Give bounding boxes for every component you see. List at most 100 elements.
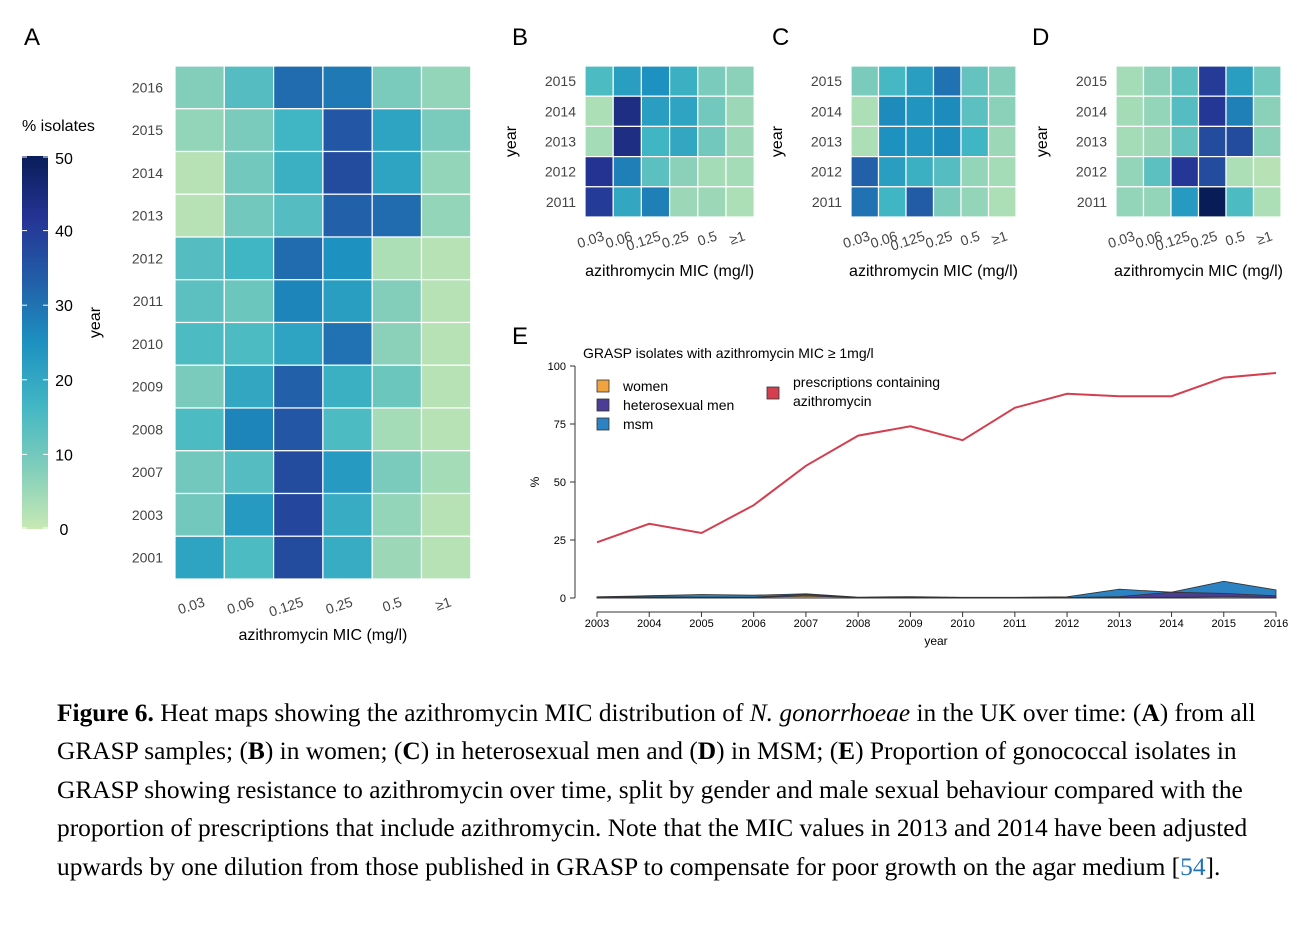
legend-label: heterosexual men <box>623 397 734 413</box>
heatmap-cell <box>1197 95 1227 127</box>
panel-e-legend: women heterosexual men msm prescriptions co… <box>596 374 940 432</box>
x-tick-label: 2016 <box>1264 618 1288 630</box>
heatmap-cell <box>1142 186 1172 218</box>
x-tick-label: 0.25 <box>324 594 355 618</box>
heatmap-cell <box>987 156 1017 188</box>
y-tick-label: 2014 <box>1076 103 1107 119</box>
heatmap-cell <box>1197 156 1227 188</box>
area-msm <box>596 580 1277 599</box>
caption-text-5: ) in heterosexual men and ( <box>420 737 698 766</box>
x-tick-label: ≥1 <box>433 594 453 614</box>
heatmap-cell <box>273 193 324 238</box>
heatmap-cell <box>987 95 1017 127</box>
caption-reference-link[interactable]: 54 <box>1180 852 1206 881</box>
heatmap-cell <box>174 450 225 495</box>
y-axis-label: year <box>87 306 104 338</box>
heatmap-cell <box>420 108 472 153</box>
heatmap-cell <box>1225 95 1255 127</box>
panel-e-ylabel: % <box>528 476 542 487</box>
heatmap-cell <box>1170 156 1200 188</box>
heatmap-cell <box>877 186 907 218</box>
x-tick-label: 0.5 <box>1223 228 1247 249</box>
x-tick-label: 2003 <box>585 618 609 630</box>
x-tick-label: ≥1 <box>990 228 1010 248</box>
heatmap-cell <box>371 364 423 409</box>
heatmap-cell <box>905 95 935 127</box>
heatmap-cell <box>322 236 373 281</box>
heatmap-cell <box>322 65 373 110</box>
heatmap-cell <box>725 156 755 188</box>
heatmap-cell <box>640 186 671 218</box>
y-tick-label: 2016 <box>132 79 163 95</box>
heatmap-cell <box>584 125 614 158</box>
y-tick-label: 0 <box>560 593 566 605</box>
y-tick-label: 2014 <box>132 165 163 181</box>
heatmap-cell <box>850 65 880 97</box>
heatmap-cell <box>322 492 373 537</box>
heatmap-cell <box>1142 156 1172 188</box>
heatmap-cell <box>174 407 225 452</box>
panel-letter-c: C <box>772 24 789 51</box>
heatmap-cell <box>1252 186 1282 218</box>
colorbar: % isolates 0 10 20 30 40 50 <box>22 118 95 539</box>
legend-label: azithromycin <box>793 393 872 409</box>
caption-panel-c: C <box>402 737 421 766</box>
heatmap-cell <box>420 364 472 409</box>
heatmap-cell <box>273 364 324 409</box>
heatmap-cell <box>174 236 225 281</box>
heatmap-cell <box>697 156 727 188</box>
heatmap-cell <box>1142 95 1172 127</box>
legend-swatch <box>596 379 610 393</box>
x-tick-label: 2004 <box>637 618 661 630</box>
y-axis-label: year <box>503 125 520 157</box>
heatmap-cell <box>612 65 643 97</box>
x-tick-label: 0.25 <box>660 228 691 252</box>
heatmap-cell <box>420 450 472 495</box>
colorbar-tick-label: 50 <box>55 151 73 168</box>
heatmap-cell <box>371 193 423 238</box>
heatmap-cell <box>850 186 880 218</box>
y-axis-label: year <box>1034 125 1051 157</box>
x-tick-label: 2015 <box>1212 618 1236 630</box>
heatmap-cell <box>668 156 699 188</box>
heatmap-cell <box>223 492 275 537</box>
heatmap-cell <box>725 125 755 158</box>
x-tick-label: 2008 <box>846 618 870 630</box>
panel-letter-d: D <box>1032 24 1049 51</box>
caption-text-7: ) Proportion of gonococcal isolates in G… <box>57 737 1248 881</box>
y-tick-label: 2009 <box>132 379 163 395</box>
y-tick-label: 2012 <box>132 250 163 266</box>
heatmap-cell <box>371 279 423 324</box>
x-tick-label: 2014 <box>1159 618 1183 630</box>
heatmap-cell <box>987 125 1017 158</box>
figure-caption: Figure 6. Heat maps showing the azithrom… <box>57 694 1272 886</box>
heatmap-cell <box>273 321 324 366</box>
caption-panel-d: D <box>697 737 717 766</box>
heatmap-cell <box>371 150 423 195</box>
heatmap-cell <box>960 156 990 188</box>
heatmap-cell <box>371 492 423 537</box>
y-tick-label: 2010 <box>132 336 163 352</box>
heatmap-cell <box>1115 95 1145 127</box>
y-tick-label: 2001 <box>132 550 163 566</box>
heatmap-cell <box>987 186 1017 218</box>
heatmap-cell <box>371 407 423 452</box>
heatmap-cell <box>697 186 727 218</box>
x-axis-label: azithromycin MIC (mg/l) <box>238 627 407 644</box>
heatmap-cell <box>420 535 472 580</box>
caption-panel-a: A <box>1141 699 1160 727</box>
heatmap-cell <box>174 108 225 153</box>
heatmap-cell <box>273 108 324 153</box>
heatmap-cell <box>420 407 472 452</box>
heatmap-cell <box>1170 125 1200 158</box>
heatmap-cell <box>668 125 699 158</box>
heatmap-cell <box>322 364 373 409</box>
heatmap-cell <box>1115 186 1145 218</box>
x-tick-label: 2010 <box>950 618 974 630</box>
heatmap-cell <box>273 65 324 110</box>
x-axis-label: azithromycin MIC (mg/l) <box>585 263 754 280</box>
caption-text-8: ]. <box>1205 852 1221 881</box>
x-tick-label: 0.25 <box>1188 228 1219 252</box>
y-tick-label: 2012 <box>545 164 576 180</box>
